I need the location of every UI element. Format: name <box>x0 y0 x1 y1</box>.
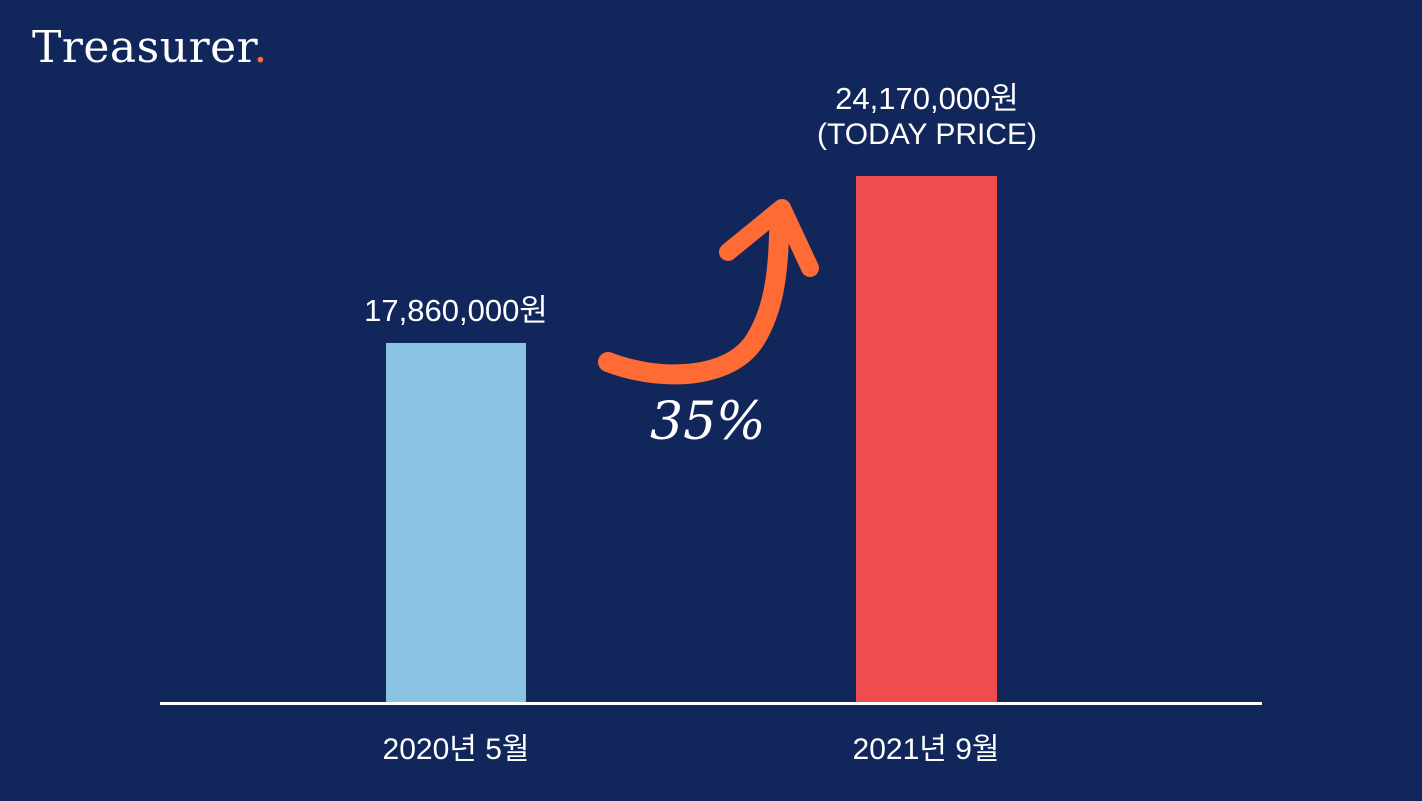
bar-value-label-2021: 24,170,000원 (TODAY PRICE) <box>796 80 1058 153</box>
x-tick-label-2021: 2021년 9월 <box>852 733 1000 766</box>
growth-arrow-icon <box>598 199 819 385</box>
brand-dot: . <box>253 22 268 73</box>
x-axis-line <box>160 702 1262 705</box>
bar-2021-sep <box>856 176 997 704</box>
bar-value-2021: 24,170,000원 <box>835 81 1019 116</box>
bar-value-label-2020: 17,860,000원 <box>364 293 548 328</box>
bar-2020-may <box>386 343 526 704</box>
today-price-label: (TODAY PRICE) <box>816 118 1038 152</box>
x-tick-label-2020: 2020년 5월 <box>382 733 530 766</box>
brand-logo: Treasurer. <box>32 26 268 70</box>
brand-name: Treasurer <box>32 22 254 73</box>
growth-percent-label: 35% <box>650 392 766 452</box>
